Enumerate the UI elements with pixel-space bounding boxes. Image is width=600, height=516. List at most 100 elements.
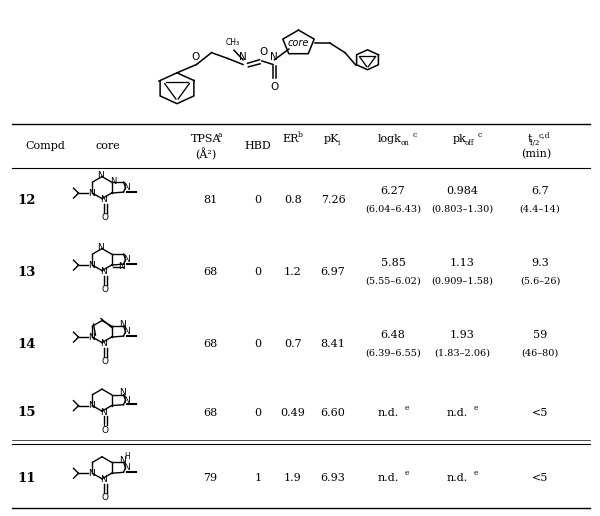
- Text: N: N: [119, 388, 126, 397]
- Text: (6.39–6.55): (6.39–6.55): [365, 348, 421, 358]
- Text: N: N: [110, 176, 117, 186]
- Text: 1.93: 1.93: [449, 330, 475, 340]
- Text: 1.9: 1.9: [284, 473, 302, 483]
- Text: N: N: [101, 408, 107, 416]
- Text: 15: 15: [18, 407, 36, 420]
- Text: 6.93: 6.93: [320, 473, 346, 483]
- Text: N: N: [101, 475, 107, 485]
- Text: 9.3: 9.3: [531, 258, 549, 268]
- Text: 6.48: 6.48: [380, 330, 406, 340]
- Text: O: O: [101, 285, 109, 294]
- Text: a: a: [218, 131, 222, 139]
- Text: O: O: [101, 493, 109, 502]
- Text: (Å²): (Å²): [196, 148, 217, 160]
- Text: 68: 68: [203, 339, 217, 349]
- Text: (0.803–1.30): (0.803–1.30): [431, 204, 493, 214]
- Text: 81: 81: [203, 195, 217, 205]
- Text: O: O: [101, 357, 109, 366]
- Text: 6.60: 6.60: [320, 408, 346, 418]
- Text: HBD: HBD: [245, 141, 271, 151]
- Text: logk: logk: [378, 134, 402, 144]
- Text: 59: 59: [533, 330, 547, 340]
- Text: N: N: [88, 401, 95, 410]
- Text: n.d.: n.d.: [446, 408, 467, 418]
- Text: e: e: [474, 469, 478, 477]
- Text: (4.4–14): (4.4–14): [520, 204, 560, 214]
- Text: pk: pk: [453, 134, 467, 144]
- Text: N: N: [88, 189, 95, 198]
- Text: off: off: [464, 139, 474, 147]
- Text: N: N: [123, 396, 130, 405]
- Text: core: core: [95, 141, 121, 151]
- Text: N: N: [239, 52, 247, 62]
- Text: N: N: [123, 463, 130, 472]
- Text: e: e: [405, 469, 409, 477]
- Text: N: N: [270, 52, 278, 62]
- Text: <5: <5: [532, 473, 548, 483]
- Text: 0.984: 0.984: [446, 186, 478, 196]
- Text: O: O: [259, 46, 267, 57]
- Text: (min): (min): [521, 149, 551, 159]
- Text: N: N: [123, 183, 130, 192]
- Text: b: b: [298, 131, 302, 139]
- Text: 11: 11: [18, 472, 36, 485]
- Text: on: on: [401, 139, 409, 147]
- Text: t: t: [528, 134, 532, 144]
- Text: 0: 0: [254, 195, 262, 205]
- Text: 6.97: 6.97: [320, 267, 346, 277]
- Text: Compd: Compd: [25, 141, 65, 151]
- Text: 0: 0: [254, 339, 262, 349]
- Text: 7.26: 7.26: [320, 195, 346, 205]
- Text: (5.6–26): (5.6–26): [520, 277, 560, 285]
- Text: 1.13: 1.13: [449, 258, 475, 268]
- Text: N: N: [101, 267, 107, 276]
- Text: O: O: [101, 213, 109, 222]
- Text: N: N: [88, 261, 95, 269]
- Text: pK: pK: [323, 134, 339, 144]
- Text: ER: ER: [283, 134, 299, 144]
- Text: core: core: [288, 38, 309, 48]
- Text: O: O: [271, 82, 278, 91]
- Text: e: e: [474, 404, 478, 412]
- Text: N: N: [88, 333, 95, 342]
- Text: 0.7: 0.7: [284, 339, 302, 349]
- Text: 6.27: 6.27: [380, 186, 406, 196]
- Text: 8.41: 8.41: [320, 339, 346, 349]
- Text: N: N: [123, 255, 130, 264]
- Text: (5.55–6.02): (5.55–6.02): [365, 277, 421, 285]
- Text: i: i: [338, 139, 340, 147]
- Text: H: H: [125, 452, 130, 461]
- Text: O: O: [101, 426, 109, 434]
- Text: 68: 68: [203, 408, 217, 418]
- Text: (1.83–2.06): (1.83–2.06): [434, 348, 490, 358]
- Text: 12: 12: [18, 194, 36, 206]
- Text: N: N: [123, 327, 130, 336]
- Text: N: N: [88, 469, 95, 478]
- Text: n.d.: n.d.: [377, 408, 398, 418]
- Text: c: c: [478, 131, 482, 139]
- Text: 6.7: 6.7: [531, 186, 549, 196]
- Text: n.d.: n.d.: [446, 473, 467, 483]
- Text: N: N: [98, 243, 104, 252]
- Text: e: e: [405, 404, 409, 412]
- Text: c: c: [413, 131, 417, 139]
- Text: 1.2: 1.2: [284, 267, 302, 277]
- Text: 0.49: 0.49: [281, 408, 305, 418]
- Text: N: N: [118, 262, 125, 270]
- Text: O: O: [191, 52, 199, 61]
- Text: N: N: [119, 319, 126, 329]
- Text: 5.85: 5.85: [380, 258, 406, 268]
- Text: <5: <5: [532, 408, 548, 418]
- Text: 0: 0: [254, 267, 262, 277]
- Text: (46–80): (46–80): [521, 348, 559, 358]
- Text: 68: 68: [203, 267, 217, 277]
- Text: CH₃: CH₃: [226, 38, 239, 47]
- Text: 79: 79: [203, 473, 217, 483]
- Text: TPSA: TPSA: [191, 134, 221, 144]
- Text: N: N: [101, 339, 107, 348]
- Text: n.d.: n.d.: [377, 473, 398, 483]
- Text: 0.8: 0.8: [284, 195, 302, 205]
- Text: 14: 14: [18, 337, 36, 350]
- Text: 1/2: 1/2: [529, 139, 539, 147]
- Text: 1: 1: [254, 473, 262, 483]
